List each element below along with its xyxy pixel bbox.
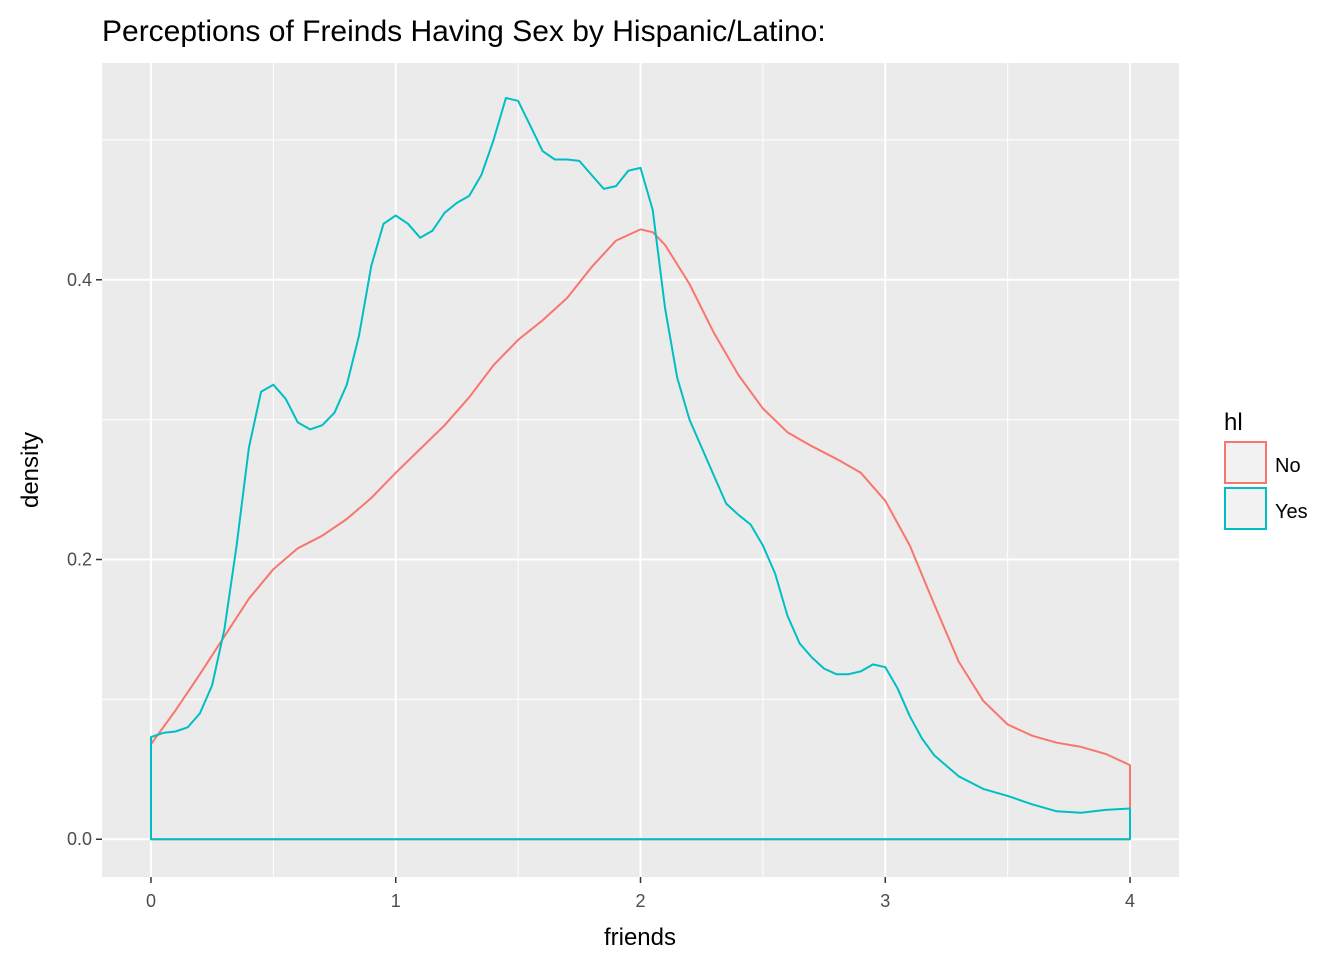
x-axis-ticks: 0 1 2 3 4 — [146, 877, 1135, 911]
y-axis-title: density — [17, 432, 44, 508]
series-no-line — [150, 228, 1131, 841]
major-gridlines — [102, 63, 1179, 877]
series-layer — [150, 97, 1131, 841]
legend: hl No Yes — [1224, 409, 1308, 530]
series-yes-line — [150, 97, 1131, 841]
legend-key-no — [1224, 441, 1267, 484]
legend-key-yes — [1224, 487, 1267, 530]
y-axis-ticks: 0.0 0.2 0.4 — [67, 270, 102, 849]
x-tick-label: 4 — [1125, 891, 1135, 911]
x-tick-label: 0 — [146, 891, 156, 911]
x-tick-label: 2 — [635, 891, 645, 911]
y-tick-label: 0.2 — [67, 550, 92, 570]
chart-title: Perceptions of Freinds Having Sex by His… — [102, 15, 826, 48]
x-tick-label: 1 — [391, 891, 401, 911]
y-tick-label: 0.4 — [67, 270, 92, 290]
legend-label-no: No — [1275, 455, 1301, 477]
y-tick-label: 0.0 — [67, 829, 92, 849]
legend-label-yes: Yes — [1275, 501, 1308, 523]
x-axis-title: friends — [604, 924, 676, 951]
x-tick-label: 3 — [880, 891, 890, 911]
legend-title: hl — [1224, 409, 1243, 436]
